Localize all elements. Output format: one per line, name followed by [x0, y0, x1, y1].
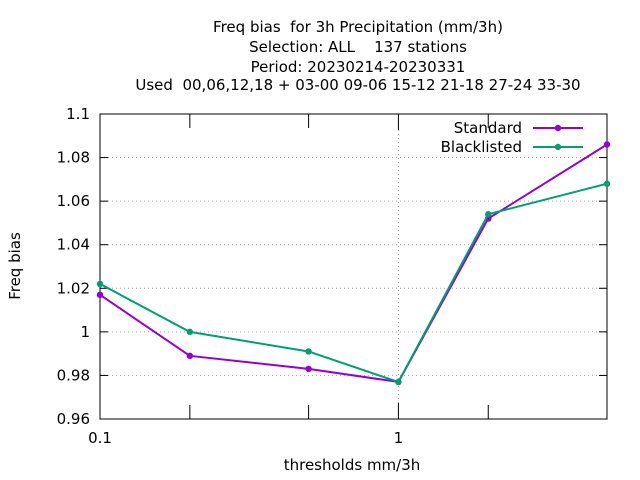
data-point: [186, 352, 194, 360]
legend-marker: [554, 124, 562, 132]
data-point: [395, 378, 402, 386]
data-point: [96, 280, 104, 288]
y-tick-label: 0.96: [57, 410, 90, 428]
y-tick-label: 1: [80, 323, 90, 341]
y-tick-label: 1.06: [57, 192, 90, 210]
data-point: [186, 328, 194, 336]
chart-title: Freq bias for 3h Precipitation (mm/3h) S…: [135, 18, 580, 94]
x-tick-label: 0.1: [88, 429, 112, 447]
title-line-3: Period: 20230214-20230331: [251, 58, 466, 76]
series-line-1: [99, 182, 608, 384]
data-point: [603, 141, 611, 148]
y-tick-label: 1.1: [66, 105, 90, 123]
data-point: [485, 211, 492, 218]
y-tick-label: 0.98: [57, 366, 90, 384]
title-line-1: Freq bias for 3h Precipitation (mm/3h): [213, 18, 503, 36]
series-line-0: [99, 143, 608, 384]
legend-marker: [554, 143, 562, 151]
x-axis-label: thresholds mm/3h: [284, 456, 421, 474]
legend-label: Blacklisted: [441, 138, 522, 156]
y-axis-label: Freq bias: [6, 232, 24, 300]
plot-area: 0.96 0.98 1 1.02 1.04 1.06 1.08 1.1 0.1 1 Standard…: [57, 105, 611, 447]
data-point: [305, 365, 312, 373]
y-tick-label: 1.04: [57, 236, 90, 254]
data-point: [96, 291, 104, 299]
x-tick-label: 1: [394, 429, 404, 447]
y-tick-label: 1.02: [57, 279, 90, 297]
data-point: [603, 180, 611, 187]
title-line-4: Used 00,06,12,18 + 03-00 09-06 15-12 21-…: [135, 76, 580, 94]
title-line-2: Selection: ALL 137 stations: [249, 38, 467, 56]
legend-label: Standard: [454, 119, 522, 137]
y-tick-label: 1.08: [57, 149, 90, 167]
data-point: [305, 348, 312, 355]
plot-frame: [99, 113, 608, 420]
